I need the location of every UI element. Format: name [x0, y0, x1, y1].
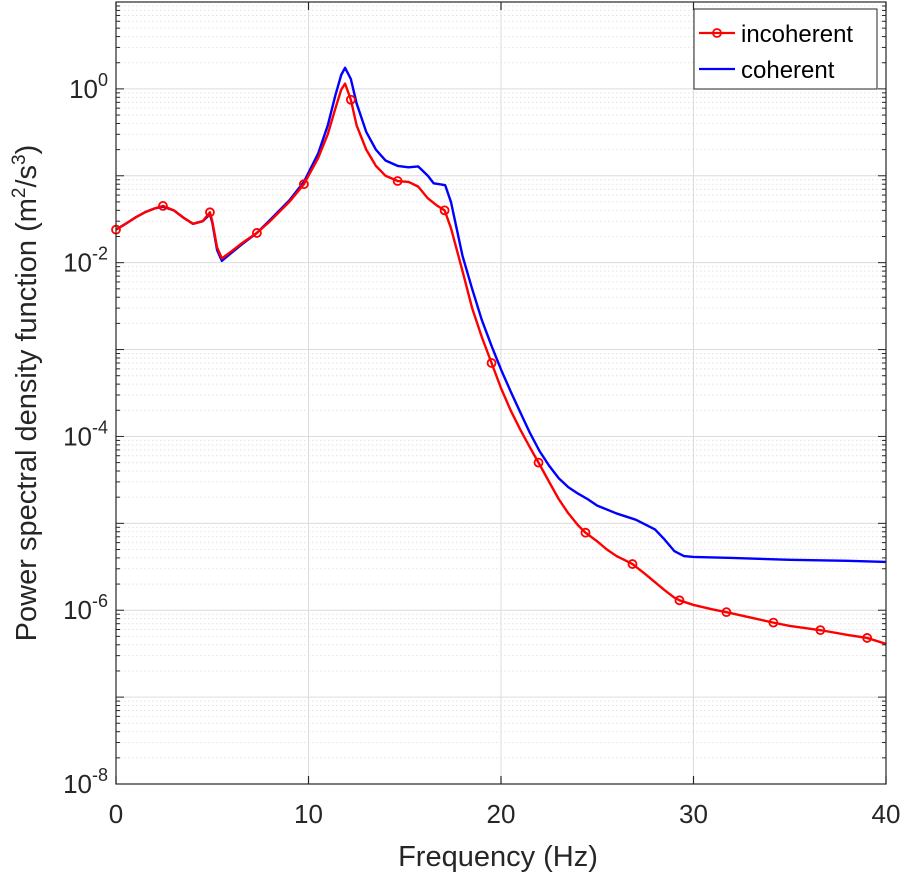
- y-axis-label-sup-2: 3: [9, 154, 30, 165]
- data-point-incoherent: [439, 205, 450, 216]
- y-axis-label-mid: /s: [11, 165, 43, 188]
- y-tick-label: 10-8: [63, 765, 108, 799]
- y-tick-label: 100: [69, 70, 108, 104]
- data-point-incoherent: [862, 633, 873, 643]
- data-point-incoherent: [674, 595, 685, 606]
- data-point-incoherent: [205, 207, 215, 218]
- data-point-incoherent: [815, 625, 826, 636]
- x-tick-label: 30: [679, 799, 708, 829]
- data-point-incoherent: [533, 457, 544, 468]
- y-axis-label: Power spectral density function (m2/s3): [9, 145, 43, 642]
- y-tick-label: 10-4: [63, 417, 108, 451]
- data-point-incoherent: [580, 527, 591, 538]
- major-gridlines: [115, 1, 887, 785]
- y-tick-label-base: 10: [63, 421, 92, 451]
- y-tick-label-exponent: -4: [92, 417, 108, 437]
- y-tick-label-base: 10: [63, 595, 92, 625]
- series-line-incoherent: [115, 82, 887, 646]
- y-tick-label-exponent: 0: [98, 70, 108, 90]
- x-axis-label: Frequency (Hz): [398, 841, 598, 873]
- y-tick-label-exponent: -2: [92, 244, 108, 264]
- data-point-incoherent: [768, 617, 779, 628]
- y-tick-label-exponent: -8: [92, 765, 108, 785]
- legend-box: [693, 8, 878, 90]
- y-axis-label-sup-1: 2: [9, 187, 30, 198]
- data-point-incoherent: [392, 176, 403, 186]
- legend-marker-incoherent: [712, 28, 722, 38]
- x-tick-label: 0: [109, 799, 123, 829]
- data-point-incoherent: [721, 607, 732, 618]
- x-axis-ticks: 0 10 20 30 40: [109, 2, 901, 829]
- y-tick-label-base: 10: [63, 248, 92, 278]
- y-tick-label: 10-2: [63, 244, 108, 278]
- legend: incoherent coherent: [693, 8, 878, 90]
- legend-label-incoherent: incoherent: [741, 21, 853, 48]
- data-point-incoherent: [158, 201, 168, 211]
- x-tick-label: 40: [872, 799, 901, 829]
- y-tick-label-exponent: -6: [92, 591, 108, 611]
- x-tick-label: 10: [294, 799, 323, 829]
- legend-label-coherent: coherent: [741, 57, 835, 84]
- y-axis-label-main: Power spectral density function (m: [11, 198, 43, 641]
- data-point-incoherent: [486, 358, 497, 368]
- data-point-incoherent: [627, 559, 638, 569]
- data-point-incoherent: [298, 179, 309, 190]
- y-axis-label-end: ): [11, 145, 43, 155]
- data-point-incoherent: [345, 94, 356, 105]
- data-point-incoherent: [252, 228, 262, 238]
- x-tick-label: 20: [487, 799, 516, 829]
- series-layer: [111, 66, 887, 646]
- y-tick-label-base: 10: [69, 74, 98, 104]
- y-tick-label: 10-6: [63, 591, 108, 625]
- y-tick-label-base: 10: [63, 769, 92, 799]
